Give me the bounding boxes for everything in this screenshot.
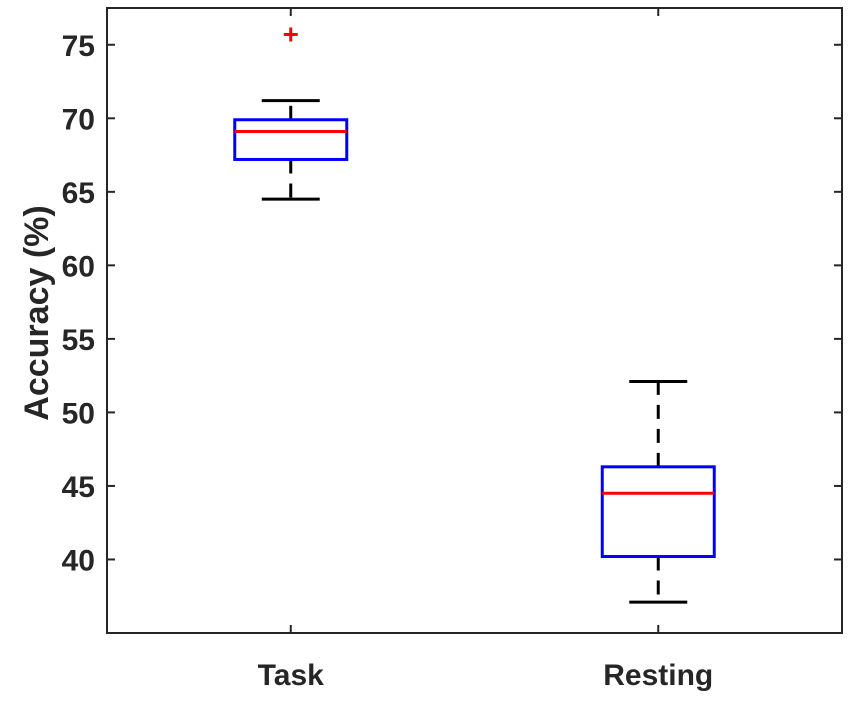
y-tick-label: 75 (62, 30, 95, 63)
y-axis-ticks: 40 45 50 55 60 65 70 75 (62, 30, 842, 577)
x-axis-ticks: Task Resting (258, 8, 713, 692)
box-resting (600, 380, 716, 604)
x-tick-label: Resting (603, 659, 713, 692)
outlier-marker (283, 27, 298, 42)
box-task (233, 27, 349, 201)
y-axis-label: Accuracy (%) (18, 205, 56, 420)
y-tick-label: 50 (62, 397, 95, 430)
iqr-box (600, 465, 716, 559)
y-tick-label: 55 (62, 324, 95, 357)
y-tick-label: 65 (62, 177, 95, 210)
y-tick-label: 40 (62, 544, 95, 577)
y-tick-label: 45 (62, 471, 95, 504)
x-tick-label: Task (258, 659, 324, 692)
box-series (233, 27, 716, 604)
iqr-box (233, 118, 349, 161)
plot-area (106, 7, 843, 634)
y-tick-label: 60 (62, 250, 95, 283)
y-tick-label: 70 (62, 103, 95, 136)
